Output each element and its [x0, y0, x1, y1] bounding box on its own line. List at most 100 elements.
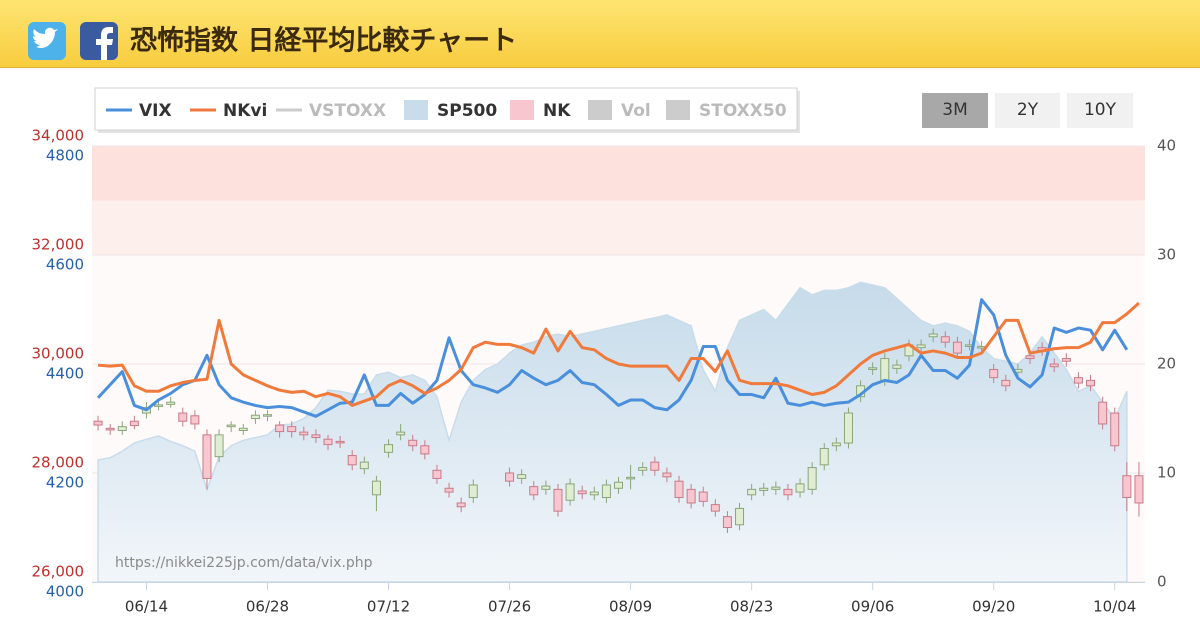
- candle-body: [831, 442, 841, 447]
- candle-body: [529, 486, 539, 496]
- legend-symbol: [510, 100, 534, 120]
- candle-body: [698, 491, 708, 502]
- candle-body: [505, 472, 515, 482]
- candle-body: [408, 439, 418, 447]
- candle-body: [1086, 379, 1096, 387]
- candle-body: [335, 440, 345, 444]
- vix-tick-label: 40: [1157, 137, 1176, 155]
- legend-label[interactable]: STOXX50: [699, 101, 787, 121]
- candle-body: [795, 483, 805, 493]
- candle-body: [565, 483, 575, 501]
- candle-body: [747, 488, 757, 496]
- legend-label[interactable]: SP500: [437, 101, 497, 121]
- x-tick-label: 07/12: [367, 598, 410, 616]
- candle-body: [892, 364, 902, 369]
- header-bar: [0, 0, 1200, 68]
- candle-body: [238, 427, 248, 431]
- x-tick-label: 09/06: [851, 598, 894, 616]
- candle-body: [626, 476, 636, 480]
- nk-tick-label: 30,000: [32, 345, 85, 363]
- x-tick-label: 08/23: [730, 598, 773, 616]
- candle-body: [577, 490, 587, 495]
- sp-tick-label: 4000: [46, 583, 84, 601]
- candle-body: [214, 434, 224, 458]
- range-button[interactable]: 10Y: [1067, 93, 1133, 128]
- candle-body: [250, 414, 260, 420]
- nk-tick-label: 34,000: [32, 127, 85, 145]
- candle-body: [456, 502, 466, 508]
- candle-body: [468, 484, 478, 499]
- candle-body: [722, 516, 732, 528]
- legend-label[interactable]: Vol: [621, 101, 651, 121]
- candle-body: [843, 412, 853, 444]
- candle-body: [880, 358, 890, 381]
- facebook-f: [96, 27, 113, 60]
- candle-body: [154, 404, 164, 407]
- candle-body: [117, 426, 127, 431]
- candle-body: [432, 469, 442, 479]
- candle-body: [916, 344, 926, 349]
- alert-band: [92, 146, 1145, 201]
- legend-label[interactable]: NK: [543, 101, 571, 121]
- range-button[interactable]: 2Y: [995, 93, 1060, 128]
- candle-body: [601, 484, 611, 499]
- candle-body: [226, 424, 236, 428]
- x-tick-label: 07/26: [488, 598, 531, 616]
- legend-symbol: [666, 100, 690, 120]
- vix-tick-label: 10: [1157, 464, 1176, 482]
- legend-label[interactable]: VIX: [139, 101, 172, 121]
- candle-body: [541, 485, 551, 490]
- candle-body: [384, 444, 394, 453]
- nk-tick-label: 26,000: [32, 563, 85, 581]
- candle-body: [517, 474, 527, 479]
- legend-symbol: [404, 100, 428, 120]
- candle-body: [178, 412, 188, 422]
- legend-symbol: [588, 100, 612, 120]
- x-tick-label: 06/28: [246, 598, 289, 616]
- candle-body: [420, 445, 430, 455]
- candle-body: [275, 424, 285, 433]
- candle-body: [1073, 377, 1083, 384]
- candle-body: [1001, 379, 1011, 387]
- candle-body: [940, 336, 950, 343]
- candle-body: [263, 414, 272, 417]
- vix-tick-label: 30: [1157, 246, 1176, 264]
- candle-body: [1122, 475, 1132, 499]
- candle-body: [190, 415, 200, 425]
- candle-body: [735, 507, 745, 526]
- candle-body: [93, 420, 103, 426]
- candle-body: [819, 447, 829, 466]
- candle-body: [589, 491, 599, 496]
- candle-body: [287, 426, 297, 433]
- range-button[interactable]: 3M: [922, 93, 988, 128]
- page-title: 恐怖指数 日経平均比較チャート: [130, 25, 517, 57]
- candle-body: [614, 481, 623, 489]
- twitter-bird: [33, 27, 58, 48]
- sp-tick-label: 4800: [46, 147, 84, 165]
- warning-band: [92, 200, 1145, 255]
- legend-label[interactable]: VSTOXX: [309, 101, 386, 121]
- candle-body: [771, 486, 781, 490]
- candle-body: [1061, 358, 1071, 362]
- candle-body: [1049, 363, 1059, 368]
- vix-tick-label: 20: [1157, 355, 1176, 373]
- x-tick-label: 06/14: [125, 598, 168, 616]
- x-tick-label: 10/04: [1093, 598, 1136, 616]
- candle-body: [1098, 401, 1108, 425]
- candle-body: [105, 427, 115, 431]
- candle-body: [807, 467, 817, 490]
- candle-body: [396, 431, 406, 436]
- candle-body: [311, 434, 321, 439]
- legend-label[interactable]: NKvi: [223, 101, 267, 121]
- candle-body: [1025, 355, 1035, 360]
- candle-body: [371, 480, 381, 496]
- candle-body: [868, 367, 878, 370]
- candle-body: [1110, 412, 1120, 447]
- x-tick-label: 08/09: [609, 598, 652, 616]
- candle-body: [928, 333, 938, 338]
- candle-body: [674, 480, 684, 499]
- sp-tick-label: 4600: [46, 256, 84, 274]
- line: [97, 301, 1140, 407]
- sp-tick-label: 4200: [46, 474, 84, 492]
